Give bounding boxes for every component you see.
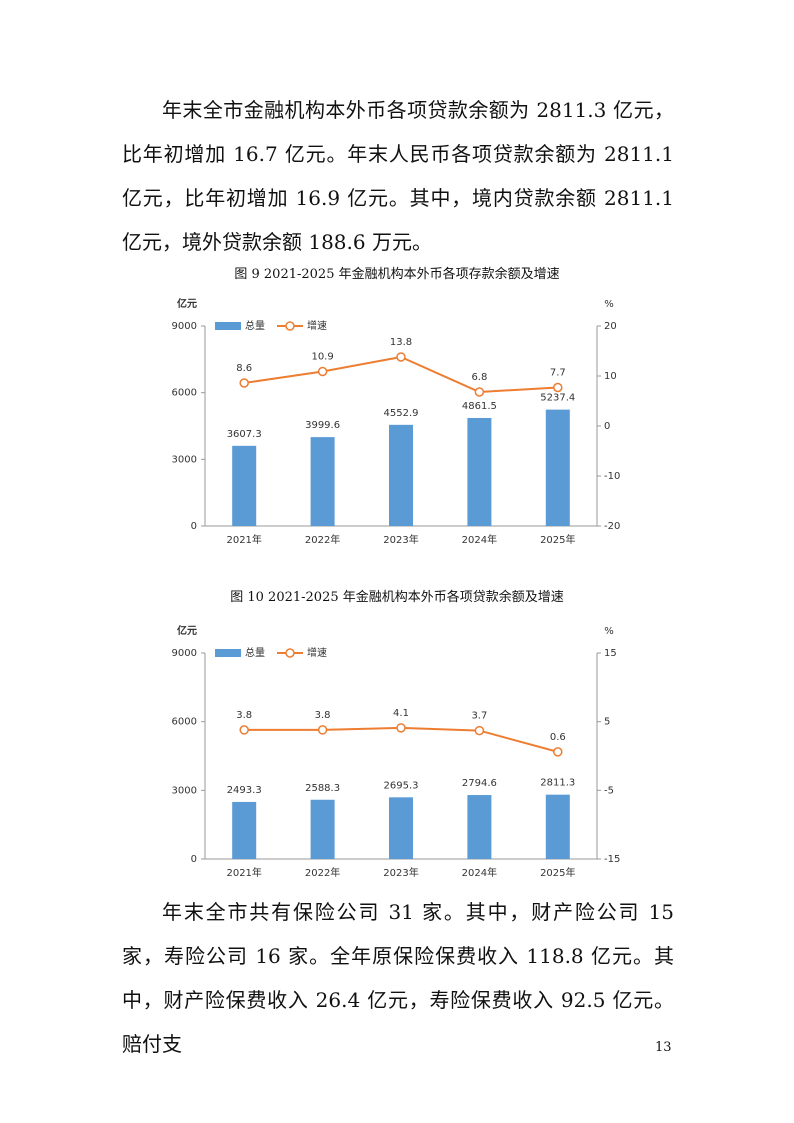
line-marker: [474, 725, 485, 736]
y-tick-label: 0: [191, 854, 197, 865]
bar-value-label: 2794.6: [462, 778, 497, 789]
line-marker: [239, 378, 249, 388]
line-marker: [239, 725, 249, 735]
bar-value-label: 5237.4: [540, 393, 575, 404]
page-number: 13: [655, 1040, 672, 1055]
chart-caption: 图 9 2021-2025 年金融机构本外币各项存款余额及增速: [234, 267, 560, 282]
line-value-label: 0.6: [550, 732, 566, 743]
y-tick-label: 6000: [172, 717, 197, 728]
bar-value-label: 4861.5: [462, 401, 497, 412]
line-marker: [396, 723, 406, 733]
bar: [389, 424, 413, 526]
line-value-label: 13.8: [390, 337, 412, 348]
paragraph: 年末全市共有保险公司 31 家。其中，财产险公司 15 家，寿险公司 16 家。…: [122, 900, 674, 1056]
line: [244, 355, 558, 394]
y-tick-label: 3000: [172, 785, 197, 796]
bar: [467, 417, 492, 526]
bar: [310, 437, 335, 526]
bar-value-label: 4552.9: [384, 408, 419, 419]
x-tick-label: 2024年: [462, 533, 497, 546]
line-marker: [553, 747, 563, 757]
legend-label: 总量: [245, 646, 265, 659]
bar-value-label: 2493.3: [227, 785, 262, 796]
y2-tick-label: 10: [604, 371, 617, 382]
bar: [467, 795, 492, 859]
x-tick-label: 2023年: [383, 533, 418, 546]
line-value-label: 3.8: [315, 710, 331, 721]
x-tick-label: 2021年: [226, 866, 261, 879]
x-tick-label: 2025年: [540, 533, 575, 546]
bar: [545, 794, 570, 859]
y-tick-label: 9000: [172, 648, 197, 659]
x-tick-label: 2024年: [462, 866, 497, 879]
line-value-label: 4.1: [393, 708, 409, 719]
bar-value-label: 2695.3: [384, 780, 419, 791]
y2-tick-label: -15: [604, 854, 620, 865]
y2-tick-label: -5: [604, 785, 614, 796]
y2-axis-label: %: [604, 626, 614, 637]
y-axis-label: 亿元: [177, 297, 197, 310]
line-marker: [317, 366, 328, 377]
y2-tick-label: 5: [604, 717, 610, 728]
line-marker: [553, 382, 563, 393]
line-value-label: 7.7: [550, 368, 566, 379]
line-value-label: 6.8: [471, 372, 487, 383]
line-value-label: 8.6: [236, 363, 252, 374]
y2-tick-label: 0: [604, 421, 610, 432]
line-value-label: 3.7: [471, 711, 487, 722]
y2-tick-label: -20: [604, 521, 620, 532]
bar: [389, 797, 413, 859]
chart-caption: 图 10 2021-2025 年金融机构本外币各项贷款余额及增速: [230, 590, 564, 605]
chart: 亿元 % 0 3000 6000 9000 -20 -10 0 10 20 2021年 2022年 202…: [172, 297, 621, 546]
bar: [310, 799, 335, 859]
legend-label: 总量: [245, 319, 265, 332]
legend-marker: [285, 648, 295, 658]
y-tick-label: 9000: [172, 321, 197, 332]
bar-value-label: 3999.6: [305, 420, 340, 431]
x-tick-label: 2023年: [383, 866, 418, 879]
paragraph: 年末全市金融机构本外币各项贷款余额为 2811.3 亿元，比年初增加 16.7 …: [122, 98, 674, 254]
y-tick-label: 3000: [172, 454, 197, 465]
y2-tick-label: 20: [604, 321, 617, 332]
x-tick-label: 2021年: [226, 533, 261, 546]
legend-swatch: [215, 649, 241, 657]
x-tick-label: 2022年: [305, 866, 340, 879]
bar: [232, 445, 257, 526]
line-marker: [474, 387, 485, 397]
bar: [545, 409, 570, 526]
y-tick-label: 0: [191, 521, 197, 532]
legend-label: 增速: [307, 646, 327, 659]
bar: [232, 801, 257, 859]
line-value-label: 10.9: [311, 352, 333, 363]
legend-swatch: [215, 322, 241, 330]
line-value-label: 3.8: [236, 710, 252, 721]
bar-value-label: 2588.3: [305, 783, 340, 794]
y2-axis-label: %: [604, 299, 614, 310]
chart: 亿元 % 0 3000 6000 9000 -15 -5 5 15 2021年 2022年 2023年 2…: [172, 624, 621, 879]
y-axis-label: 亿元: [177, 624, 197, 637]
x-tick-label: 2022年: [305, 533, 340, 546]
legend-label: 增速: [307, 319, 327, 332]
x-tick-label: 2025年: [540, 866, 575, 879]
y-tick-label: 6000: [172, 388, 197, 399]
bar-value-label: 3607.3: [227, 429, 262, 440]
y2-tick-label: 15: [604, 648, 617, 659]
bar-value-label: 2811.3: [540, 778, 575, 789]
line-marker: [317, 725, 328, 735]
y2-tick-label: -10: [604, 471, 620, 482]
line-marker: [396, 352, 406, 362]
legend-marker: [285, 321, 295, 331]
